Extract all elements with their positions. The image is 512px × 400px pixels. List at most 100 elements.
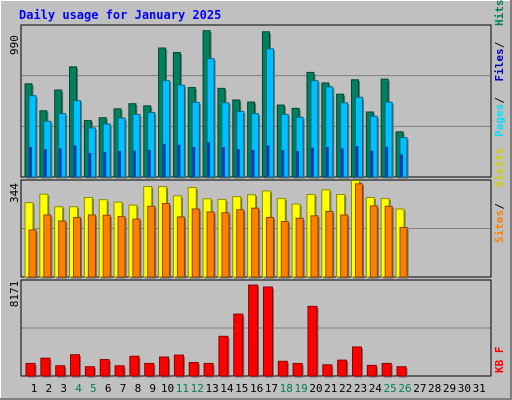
- x-tick-label: 6: [105, 382, 112, 395]
- pages-bar: [177, 144, 181, 177]
- pages-bar: [103, 152, 107, 177]
- sites-bar: [354, 183, 363, 278]
- chart-title: Daily usage for January 2025: [19, 8, 222, 22]
- files-bar: [28, 95, 37, 178]
- files-bar: [369, 115, 378, 178]
- kbytes-bar: [322, 364, 333, 377]
- pages-bar: [73, 145, 77, 177]
- legend-kbytes: KB F: [493, 347, 506, 374]
- files-bar: [251, 113, 260, 178]
- pages-bar: [251, 149, 255, 177]
- x-tick-label: 20: [309, 382, 322, 395]
- x-tick-label: 14: [220, 382, 234, 395]
- x-tick-label: 10: [161, 382, 174, 395]
- sites-bar: [73, 216, 82, 278]
- sites-bar: [310, 215, 319, 278]
- sites-bar: [162, 202, 171, 278]
- pages-bar: [207, 142, 211, 177]
- kbytes-bar: [144, 362, 155, 377]
- files-bar: [132, 113, 141, 178]
- files-bar: [280, 113, 289, 178]
- x-tick-label: 9: [149, 382, 156, 395]
- kbytes-bar: [337, 359, 348, 377]
- x-tick-label: 2: [46, 382, 53, 395]
- sites-bar: [87, 214, 96, 278]
- legend-files: Files: [493, 48, 506, 81]
- files-bar: [73, 100, 82, 178]
- pages-bar: [88, 152, 92, 177]
- files-bar: [354, 96, 363, 178]
- x-tick-label: 13: [205, 382, 218, 395]
- legend-hits-files-pages: Pages / Files / Hits: [493, 0, 506, 137]
- sites-bar: [399, 227, 408, 278]
- legend-pages: Pages: [493, 104, 506, 137]
- kbytes-bar: [40, 357, 51, 377]
- files-bar: [206, 58, 215, 178]
- hits-files-pages-panel: [20, 24, 492, 179]
- pages-bar: [296, 151, 300, 177]
- files-bar: [340, 102, 349, 178]
- sites-bar: [102, 214, 111, 278]
- x-tick-label: 5: [90, 382, 97, 395]
- x-axis-labels: 1 2 3 4 5 6 7 8 9 10 11 12 13 14 15 16 17 18 19 20 21 22 23 24 2…: [31, 382, 486, 395]
- ymax-label-visits: 344: [8, 183, 21, 203]
- kbytes-bar: [218, 335, 229, 377]
- kbytes-bar: [292, 362, 303, 377]
- pages-bar: [43, 149, 47, 177]
- pages-bar: [118, 151, 122, 177]
- kbytes-bar: [173, 354, 184, 377]
- pages-bar: [281, 150, 285, 177]
- sites-bar: [206, 211, 215, 278]
- pages-bar: [355, 146, 359, 177]
- sites-bar: [251, 207, 260, 278]
- kbytes-bar: [277, 360, 288, 377]
- files-bar: [191, 101, 200, 178]
- files-bar: [295, 116, 304, 178]
- sites-bar: [265, 216, 274, 278]
- pages-bar: [400, 154, 403, 177]
- pages-bar: [385, 146, 389, 177]
- kbytes-bar: [307, 305, 318, 377]
- pages-bar: [310, 147, 314, 177]
- legend-separator: /: [493, 97, 506, 104]
- x-tick-label: 31: [473, 382, 486, 395]
- kbytes-bar: [396, 366, 407, 377]
- legend-kb-f: KB F: [493, 347, 506, 374]
- x-tick-label: 3: [60, 382, 67, 395]
- kbytes-bar: [99, 359, 110, 377]
- x-tick-label: 19: [294, 382, 307, 395]
- legend-separator: /: [493, 203, 506, 210]
- sites-bar: [58, 220, 67, 278]
- x-tick-label: 21: [324, 382, 337, 395]
- x-tick-label: 27: [413, 382, 426, 395]
- sites-bar: [340, 214, 349, 278]
- x-tick-label: 30: [458, 382, 471, 395]
- x-tick-label: 4: [75, 382, 82, 395]
- x-tick-label: 24: [369, 382, 383, 395]
- pages-bar: [236, 149, 240, 177]
- sites-bar: [28, 229, 37, 278]
- sites-bar: [132, 218, 141, 278]
- pages-bar: [132, 150, 136, 177]
- pages-bar: [221, 147, 225, 177]
- kbytes-bar: [188, 361, 199, 377]
- kbytes-bar: [25, 362, 36, 377]
- kbytes-bar: [233, 313, 244, 377]
- x-tick-label: 28: [428, 382, 441, 395]
- x-tick-label: 1: [31, 382, 38, 395]
- files-bar: [117, 117, 126, 178]
- files-bar: [162, 80, 171, 178]
- kbytes-bar: [114, 365, 125, 377]
- kbytes-bar: [203, 362, 214, 377]
- sites-bar: [369, 205, 378, 278]
- x-tick-label: 8: [135, 382, 142, 395]
- x-tick-label: 18: [280, 382, 293, 395]
- kbytes-panel: [20, 279, 492, 378]
- ymax-label-kbytes: 8171: [8, 281, 21, 308]
- legend-separator: /: [493, 41, 506, 48]
- legend-hits: Hits: [493, 0, 506, 26]
- x-tick-label: 7: [120, 382, 127, 395]
- x-tick-label: 15: [235, 382, 248, 395]
- sites-bar: [43, 214, 52, 278]
